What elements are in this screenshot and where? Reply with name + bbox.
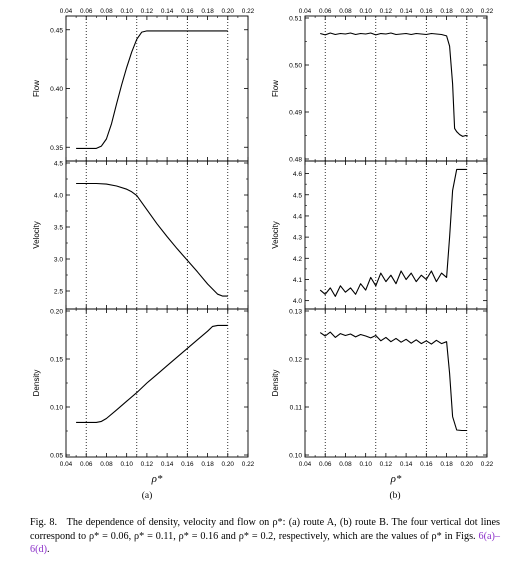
y-tick-label: 4.4: [293, 213, 302, 220]
x-tick-label-top: 0.06: [80, 8, 93, 15]
y-tick-label: 4.0: [293, 298, 302, 305]
x-tick-label-top: 0.08: [100, 8, 113, 15]
x-tick-label: 0.08: [100, 461, 113, 468]
y-tick-label: 0.10: [289, 453, 302, 460]
y-axis-label: Density: [271, 370, 280, 397]
y-tick-label: 0.11: [290, 405, 303, 412]
y-tick-label: 4.5: [293, 192, 302, 199]
x-tick-label: 0.14: [161, 461, 174, 468]
x-tick-label-top: 0.12: [141, 8, 154, 15]
x-tick-label-top: 0.12: [380, 8, 393, 15]
x-tick-label-top: 0.18: [440, 8, 453, 15]
x-tick-label: 0.20: [461, 461, 474, 468]
y-axis-label: Flow: [32, 80, 41, 97]
subplot-frame: [65, 15, 249, 162]
x-tick-label: 0.18: [201, 461, 214, 468]
series-line: [76, 182, 228, 297]
x-tick-label-top: 0.08: [339, 8, 352, 15]
x-tick-label-top: 0.16: [181, 8, 194, 15]
x-tick-label-top: 0.06: [319, 8, 332, 15]
x-tick-label: 0.04: [60, 461, 73, 468]
caption-label: Fig. 8.: [30, 517, 57, 528]
x-tick-label: 0.16: [420, 461, 433, 468]
y-tick-label: 0.10: [50, 405, 63, 412]
panel-label: (b): [389, 490, 400, 501]
y-tick-label: 0.50: [289, 63, 302, 70]
x-tick-label-top: 0.22: [242, 8, 255, 15]
y-tick-label: 4.3: [293, 235, 302, 242]
y-axis-label: Flow: [271, 80, 280, 97]
y-axis-label: Velocity: [32, 221, 41, 249]
x-tick-label: 0.10: [359, 461, 372, 468]
y-tick-label: 4.0: [54, 193, 63, 200]
subplot-frame: [304, 308, 488, 458]
x-tick-label: 0.14: [400, 461, 413, 468]
x-tick-label-top: 0.22: [481, 8, 494, 15]
x-tick-label: 0.20: [222, 461, 235, 468]
y-tick-label: 4.2: [293, 256, 302, 263]
caption-end: .: [46, 544, 50, 555]
x-tick-label: 0.12: [141, 461, 154, 468]
y-tick-label: 0.51: [289, 16, 302, 23]
panel-label: (a): [142, 490, 153, 501]
x-axis-label: ρ*: [390, 473, 402, 485]
figure-caption: Fig. 8. The dependence of density, veloc…: [30, 516, 500, 557]
x-tick-label-top: 0.16: [420, 8, 433, 15]
x-tick-label: 0.16: [181, 461, 194, 468]
x-tick-label-top: 0.04: [299, 8, 312, 15]
y-tick-label: 0.12: [289, 357, 302, 364]
y-tick-label: 0.05: [50, 453, 63, 460]
subplot-frame: [304, 15, 488, 162]
y-tick-label: 0.48: [289, 157, 302, 164]
x-tick-label-top: 0.10: [120, 8, 133, 15]
x-tick-label-top: 0.14: [400, 8, 413, 15]
series-line: [76, 324, 228, 423]
caption-figure-link[interactable]: 6(a)–6(d): [30, 530, 501, 556]
y-tick-label: 4.6: [293, 171, 302, 178]
subplot-frame: [304, 160, 488, 310]
y-tick-label: 3.5: [54, 225, 63, 232]
series-line: [319, 168, 467, 297]
x-tick-label: 0.10: [120, 461, 133, 468]
caption-text: The dependence of density, velocity and …: [30, 517, 501, 542]
y-axis-label: Density: [32, 370, 41, 397]
x-tick-label: 0.22: [481, 461, 494, 468]
x-tick-label-top: 0.04: [60, 8, 73, 15]
y-tick-label: 0.49: [289, 110, 302, 117]
x-tick-label: 0.06: [80, 461, 93, 468]
x-tick-label: 0.04: [299, 461, 312, 468]
y-tick-label: 0.15: [50, 357, 63, 364]
x-tick-label: 0.18: [440, 461, 453, 468]
x-tick-label-top: 0.20: [461, 8, 474, 15]
y-tick-label: 0.20: [50, 309, 63, 316]
y-tick-label: 0.40: [50, 86, 63, 93]
y-axis-label: Velocity: [271, 221, 280, 249]
series-line: [320, 32, 468, 137]
y-tick-label: 0.13: [289, 309, 302, 316]
y-tick-label: 4.5: [54, 161, 63, 168]
x-axis-label: ρ*: [151, 473, 163, 485]
x-tick-label: 0.12: [380, 461, 393, 468]
y-tick-label: 0.35: [50, 145, 63, 152]
x-tick-label-top: 0.18: [201, 8, 214, 15]
y-tick-label: 2.5: [54, 289, 63, 296]
x-tick-label: 0.08: [339, 461, 352, 468]
x-tick-label-top: 0.20: [222, 8, 235, 15]
y-tick-label: 0.45: [50, 27, 63, 34]
y-tick-label: 4.1: [293, 277, 302, 284]
y-tick-label: 3.0: [54, 257, 63, 264]
x-tick-label: 0.06: [319, 461, 332, 468]
x-tick-label-top: 0.10: [359, 8, 372, 15]
series-line: [76, 30, 228, 149]
subplot-frame: [65, 308, 249, 458]
x-tick-label-top: 0.14: [161, 8, 174, 15]
series-line: [319, 331, 467, 432]
x-tick-label: 0.22: [242, 461, 255, 468]
